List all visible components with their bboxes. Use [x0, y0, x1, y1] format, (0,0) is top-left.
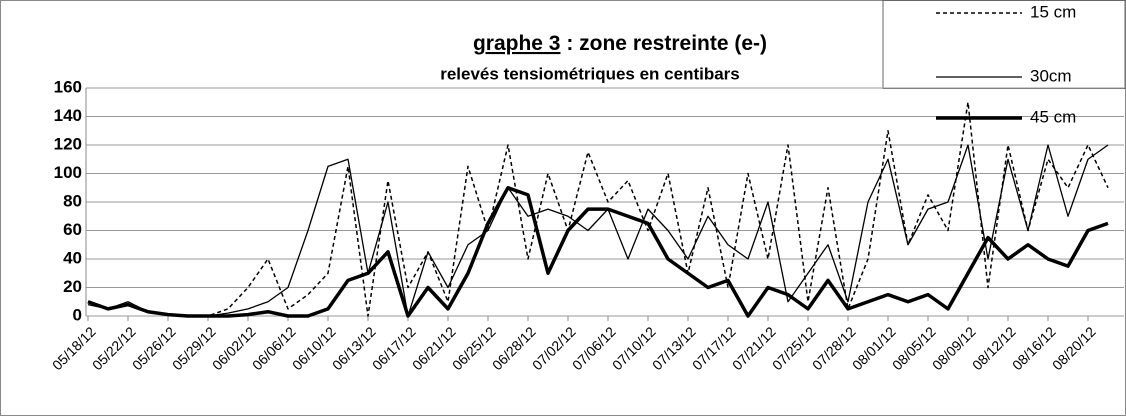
y-tick-label: 40: [63, 248, 82, 267]
y-tick-label: 60: [63, 220, 82, 239]
y-tick-label: 20: [63, 277, 82, 296]
title-underlined: graphe 3: [473, 32, 561, 55]
chart-title: graphe 3 : zone restreinte (e-): [473, 32, 767, 55]
y-tick-label: 100: [54, 163, 82, 182]
y-tick-label: 80: [63, 191, 82, 210]
y-tick-label: 0: [73, 305, 82, 324]
legend-label: 45 cm: [1030, 107, 1076, 126]
y-tick-label: 160: [54, 77, 82, 96]
data-line: [87, 144, 1109, 317]
legend-label: 30cm: [1030, 66, 1072, 85]
legend-label: 15 cm: [1030, 2, 1076, 21]
y-tick-label: 120: [54, 134, 82, 153]
title-rest: : zone restreinte (e-): [560, 32, 767, 55]
data-line: [87, 101, 1109, 317]
data-line: [87, 186, 1109, 318]
chart-subtitle: relevés tensiométriques en centibars: [440, 64, 740, 83]
y-tick-label: 140: [54, 106, 82, 125]
